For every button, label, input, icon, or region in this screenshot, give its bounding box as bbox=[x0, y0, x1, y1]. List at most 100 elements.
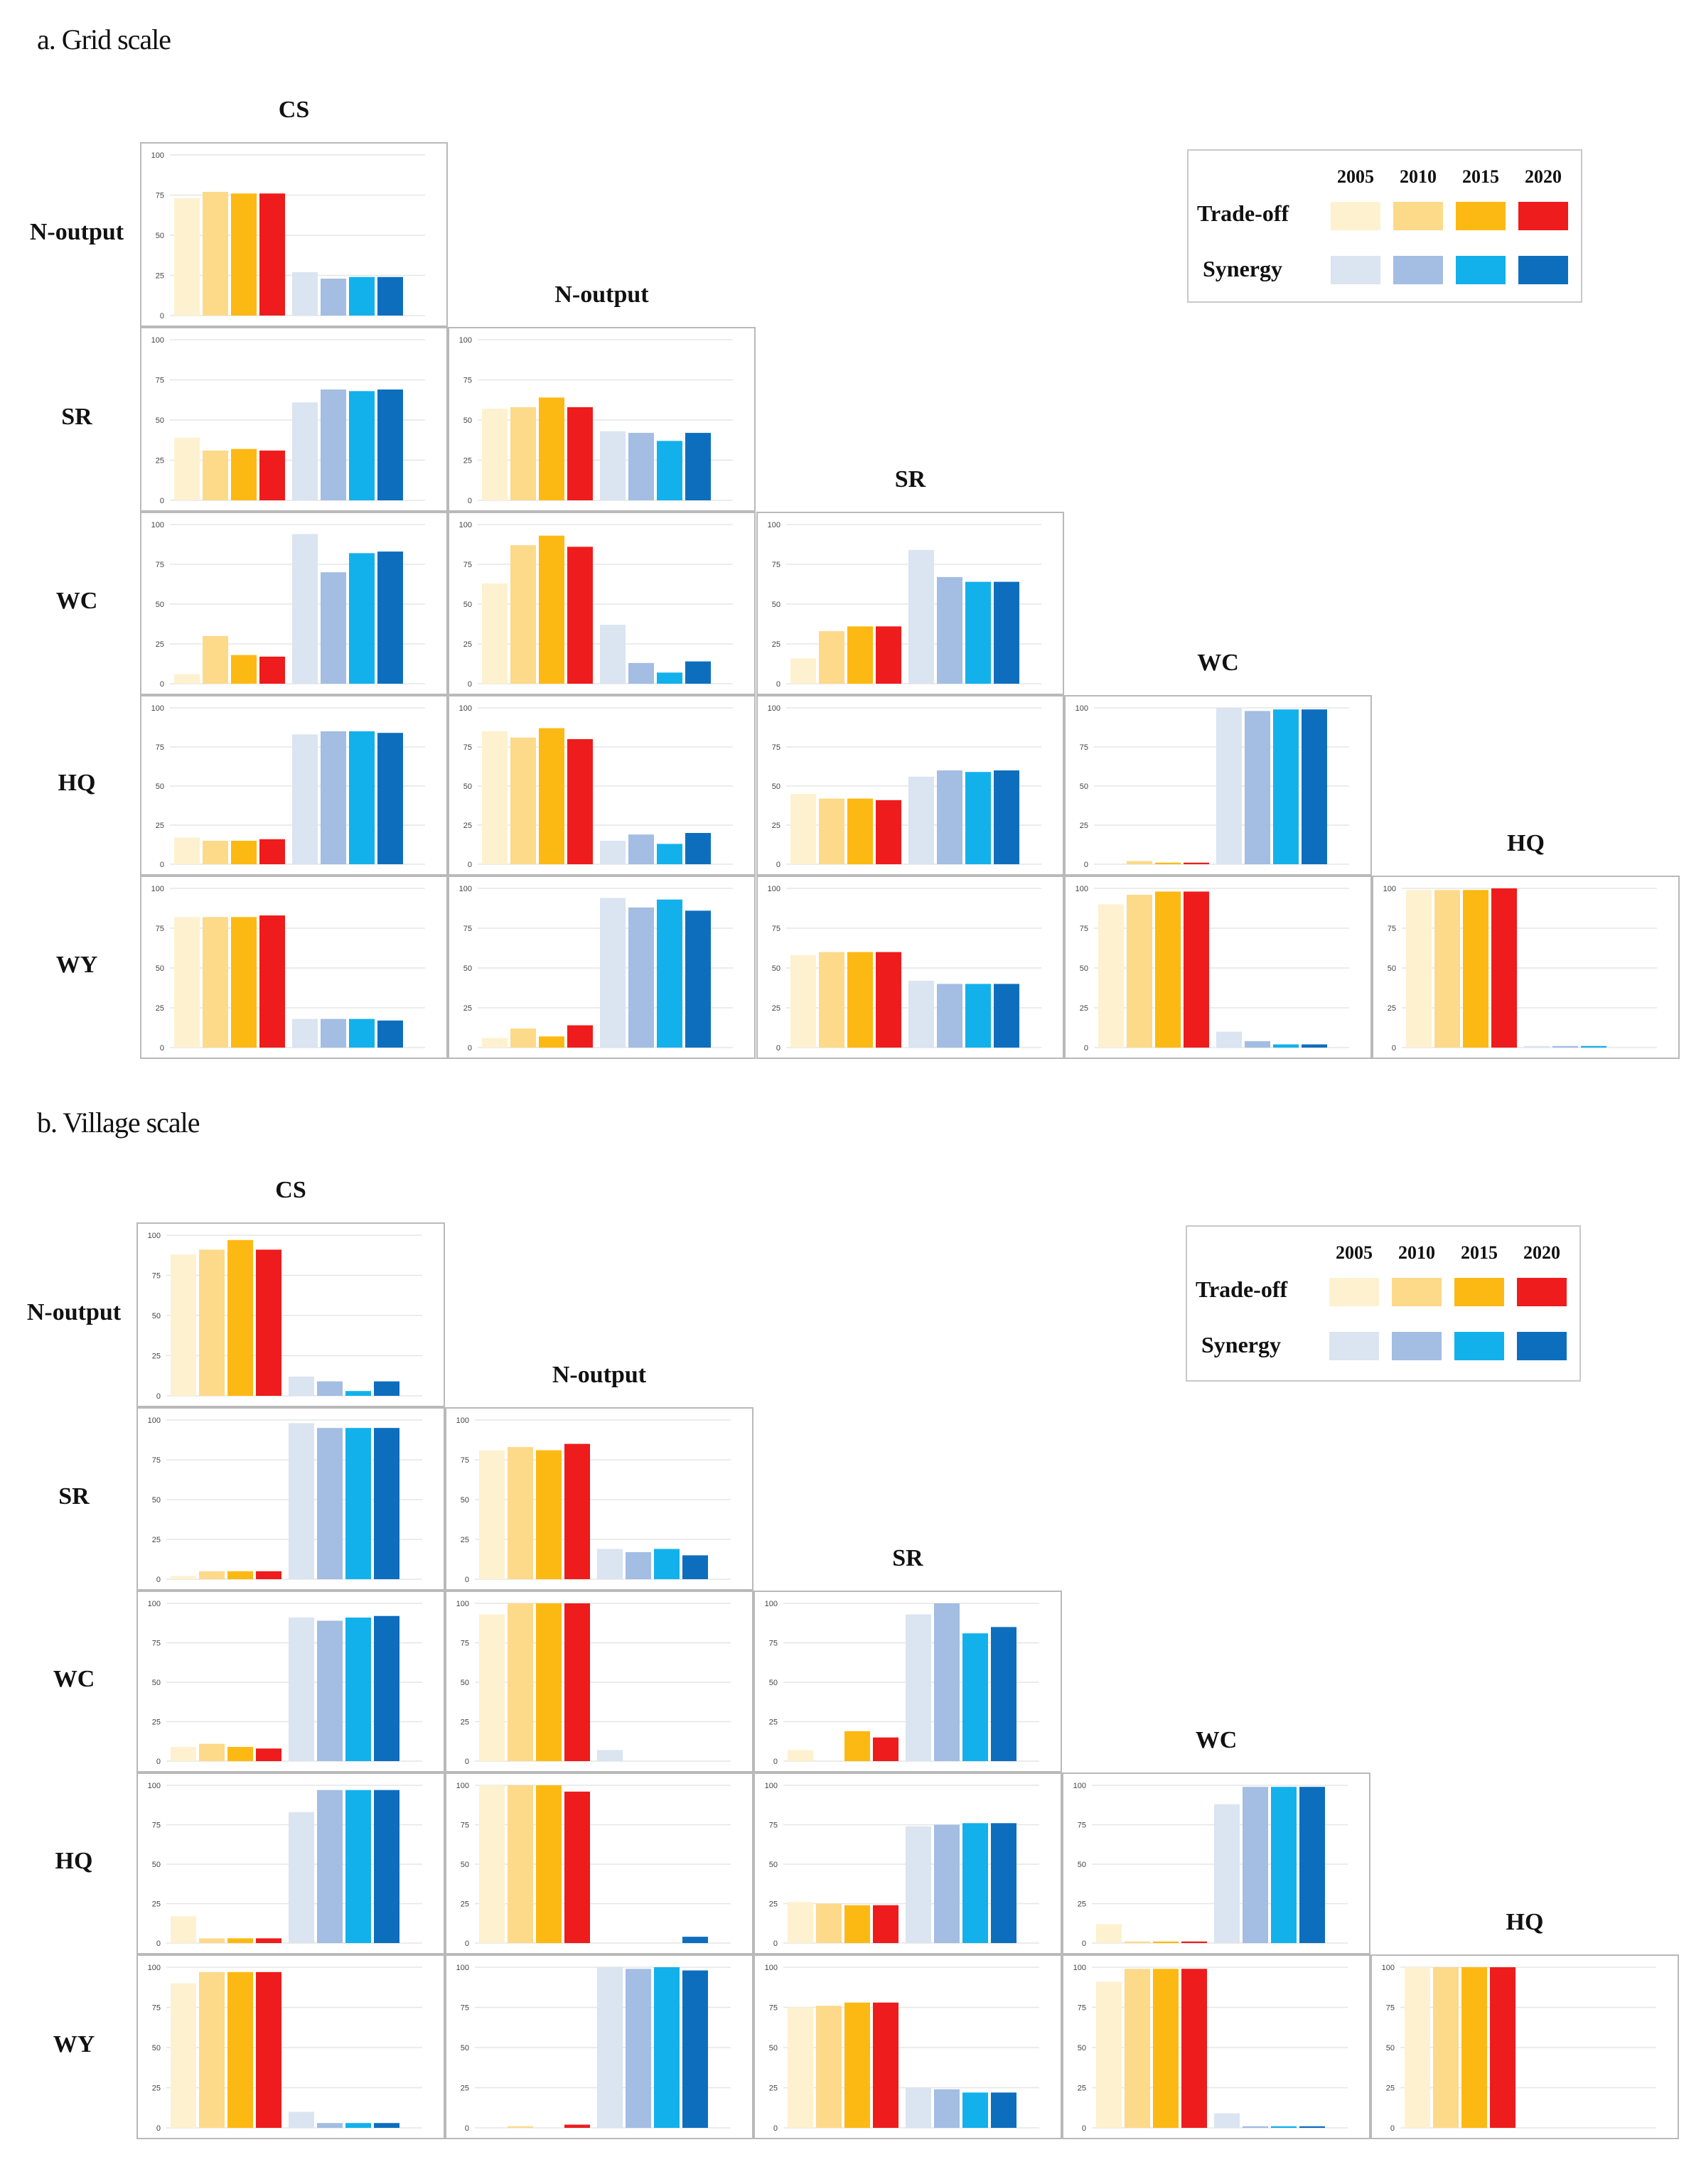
legend-synergy-label: Synergy bbox=[1203, 256, 1282, 281]
y-tick-label: 100 bbox=[148, 1782, 161, 1790]
y-tick-label: 50 bbox=[463, 416, 472, 425]
tradeoff-bar bbox=[227, 1971, 253, 2128]
tradeoff-bar bbox=[790, 955, 816, 1048]
y-tick-label: 0 bbox=[468, 680, 472, 689]
synergy-bar bbox=[377, 389, 403, 500]
bar-chart-svg: 0 25 50 75 100 bbox=[765, 1964, 1039, 2133]
tradeoff-bar bbox=[1155, 862, 1181, 864]
synergy-bar bbox=[962, 2092, 988, 2128]
tradeoff-bar bbox=[564, 1603, 590, 1761]
tradeoff-bar bbox=[508, 1603, 533, 1761]
tradeoff-bar bbox=[482, 731, 508, 864]
y-tick-label: 25 bbox=[1078, 2085, 1086, 2093]
y-tick-label: 0 bbox=[776, 680, 780, 689]
synergy-bar bbox=[965, 984, 991, 1048]
y-tick-label: 75 bbox=[463, 377, 472, 385]
bar-chart-svg: 0 25 50 75 100 bbox=[148, 1964, 422, 2133]
bar-panel: 0 25 50 75 100 bbox=[1370, 1954, 1679, 2139]
legend-swatch-tradeoff bbox=[1393, 202, 1443, 230]
synergy-bar bbox=[600, 841, 626, 864]
tradeoff-bar bbox=[510, 407, 536, 500]
y-tick-label: 75 bbox=[1388, 925, 1396, 933]
y-tick-label: 25 bbox=[769, 2085, 778, 2093]
bar-panel: 0 25 50 75 100 bbox=[756, 876, 1064, 1059]
synergy-bar bbox=[1552, 1045, 1578, 1048]
tradeoff-bar bbox=[819, 631, 844, 684]
synergy-bar bbox=[685, 661, 711, 684]
y-tick-label: 100 bbox=[768, 885, 780, 893]
synergy-bar bbox=[962, 1823, 988, 1943]
legend-swatch-synergy bbox=[1517, 1332, 1567, 1360]
column-label: SR bbox=[894, 466, 926, 493]
y-tick-label: 0 bbox=[468, 861, 472, 869]
row-label: SR bbox=[61, 404, 92, 430]
synergy-bar bbox=[349, 553, 375, 684]
tradeoff-bar bbox=[508, 1447, 533, 1579]
bar-panel: 0 25 50 75 100 bbox=[1062, 1773, 1370, 1954]
tradeoff-bar bbox=[199, 1249, 225, 1396]
synergy-bar bbox=[908, 980, 934, 1048]
y-tick-label: 50 bbox=[156, 964, 164, 973]
legend-swatch-synergy bbox=[1392, 1332, 1442, 1360]
tradeoff-bar bbox=[231, 448, 257, 500]
tradeoff-bar bbox=[847, 626, 873, 684]
tradeoff-bar bbox=[259, 915, 285, 1048]
tradeoff-bar bbox=[482, 1038, 508, 1048]
y-tick-label: 75 bbox=[152, 2004, 161, 2013]
synergy-bar bbox=[657, 899, 682, 1048]
synergy-bar bbox=[1214, 2113, 1240, 2128]
bar-panel: 0 25 50 75 100 bbox=[445, 1954, 753, 2139]
bar-chart-svg: 0 25 50 75 100 bbox=[765, 1600, 1039, 1766]
bar-panel: 0 25 50 75 100 bbox=[445, 1773, 753, 1954]
y-tick-label: 50 bbox=[772, 964, 780, 973]
tradeoff-bar bbox=[1127, 894, 1152, 1048]
y-tick-label: 25 bbox=[156, 457, 164, 466]
synergy-bar bbox=[345, 2123, 371, 2128]
y-tick-label: 75 bbox=[1080, 925, 1088, 933]
synergy-bar bbox=[321, 389, 346, 500]
bar-panel: 0 25 50 75 100 bbox=[1062, 1954, 1370, 2139]
synergy-bar bbox=[654, 1549, 680, 1579]
synergy-bar bbox=[292, 271, 318, 316]
y-tick-label: 0 bbox=[465, 1940, 469, 1948]
tradeoff-bar bbox=[479, 1450, 505, 1579]
tradeoff-bar bbox=[876, 626, 901, 684]
tradeoff-bar bbox=[171, 1747, 196, 1761]
y-tick-label: 0 bbox=[1084, 861, 1088, 869]
synergy-bar bbox=[317, 1620, 343, 1761]
bar-panel: 0 25 50 75 100 bbox=[140, 695, 448, 876]
y-tick-label: 50 bbox=[152, 1312, 161, 1320]
y-tick-label: 25 bbox=[461, 1900, 469, 1909]
legend-swatch-tradeoff bbox=[1331, 202, 1380, 230]
y-tick-label: 0 bbox=[160, 680, 164, 689]
y-tick-label: 50 bbox=[1388, 964, 1396, 973]
synergy-bar bbox=[906, 1614, 931, 1761]
bar-panel: 0 25 50 75 100 bbox=[756, 512, 1064, 695]
y-tick-label: 0 bbox=[1390, 2124, 1395, 2133]
synergy-bar bbox=[628, 907, 654, 1048]
synergy-bar bbox=[682, 1970, 708, 2128]
synergy-bar bbox=[934, 1824, 960, 1943]
synergy-bar bbox=[317, 1381, 343, 1396]
y-tick-label: 100 bbox=[1075, 885, 1088, 893]
legend-swatch-synergy bbox=[1331, 256, 1380, 284]
tradeoff-bar bbox=[1461, 1967, 1487, 2128]
tradeoff-bar bbox=[788, 1750, 813, 1761]
tradeoff-bar bbox=[231, 841, 257, 864]
bar-chart-svg: 0 25 50 75 100 bbox=[151, 336, 425, 505]
tradeoff-bar bbox=[259, 450, 285, 500]
tradeoff-bar bbox=[510, 545, 536, 684]
synergy-bar bbox=[991, 1823, 1016, 1943]
synergy-bar bbox=[345, 1428, 371, 1579]
synergy-bar bbox=[289, 2112, 314, 2128]
tradeoff-bar bbox=[790, 658, 816, 684]
bar-chart-svg: 0 25 50 75 100 bbox=[456, 1782, 731, 1948]
y-tick-label: 0 bbox=[776, 861, 780, 869]
y-tick-label: 50 bbox=[461, 1496, 469, 1505]
y-tick-label: 50 bbox=[772, 782, 780, 791]
y-tick-label: 100 bbox=[148, 1416, 161, 1425]
synergy-bar bbox=[292, 534, 318, 684]
tradeoff-bar bbox=[174, 674, 200, 684]
tradeoff-bar bbox=[259, 839, 285, 864]
tradeoff-bar bbox=[1155, 891, 1181, 1048]
